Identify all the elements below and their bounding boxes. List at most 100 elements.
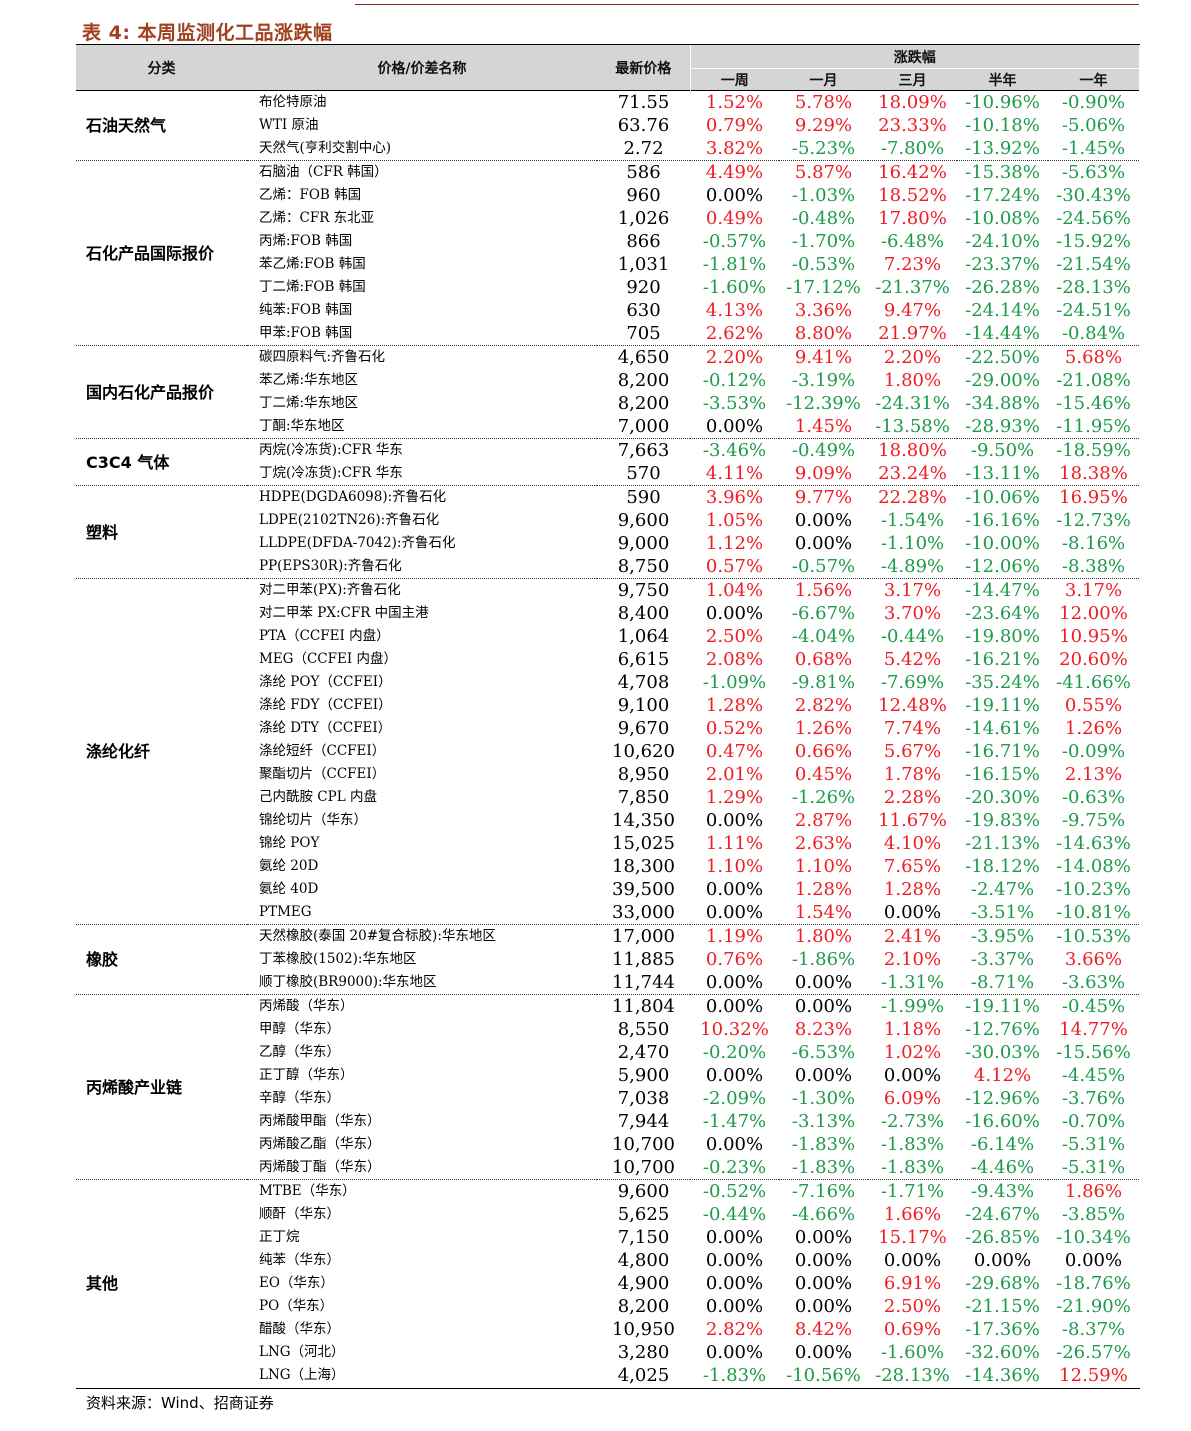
change-cell: -1.99% xyxy=(868,994,957,1018)
latest-price-cell: 15,025 xyxy=(612,833,675,854)
change-cell: 9.09% xyxy=(794,463,853,484)
change-cell: -17.24% xyxy=(965,185,1040,206)
category-cell: 塑料 xyxy=(76,485,247,579)
change-cell: -0.90% xyxy=(1048,90,1139,114)
latest-price-cell: 10,950 xyxy=(612,1319,675,1340)
change-cell: 1.26% xyxy=(1064,718,1123,739)
change-cell: 5.68% xyxy=(1048,345,1139,369)
change-cell: -0.49% xyxy=(779,438,868,462)
item-name-cell: 天然橡胶(泰国 20#复合标胶):华东地区 xyxy=(247,924,597,948)
latest-price-cell: 960 xyxy=(626,185,661,206)
table-row: 聚酯切片（CCFEI） 8,950 2.01% 0.45% 1.78% -16.15% 2.… xyxy=(76,763,1139,786)
change-cell: -14.44% xyxy=(965,323,1040,344)
change-cell: -24.10% xyxy=(965,231,1040,252)
change-cell: 5.67% xyxy=(883,741,942,762)
item-name-cell: 甲苯:FOB 韩国 xyxy=(259,325,353,341)
latest-price-cell: 5,900 xyxy=(617,1065,670,1086)
change-cell: -24.56% xyxy=(1056,208,1131,229)
change-cell: -32.60% xyxy=(965,1342,1040,1363)
latest-price-cell: 8,200 xyxy=(617,393,670,414)
table-row: 乙醇（华东） 2,470 -0.20% -6.53% 1.02% -30.03% -15.5… xyxy=(76,1041,1139,1064)
change-cell: -3.85% xyxy=(1061,1204,1126,1225)
change-cell: 2.62% xyxy=(705,323,764,344)
header-change-group: 涨跌幅 xyxy=(689,45,1139,69)
table-row: 丙烯酸产业链 丙烯酸（华东） 11,804 0.00% 0.00% -1.99% -19.1… xyxy=(76,994,1139,1180)
change-cell: 12.00% xyxy=(1059,603,1128,624)
change-cell: -24.51% xyxy=(1056,300,1131,321)
source-note: 资料来源：Wind、招商证券 xyxy=(86,1394,274,1412)
change-cell: -0.63% xyxy=(1061,787,1126,808)
item-name-cell: 丁二烯:华东地区 xyxy=(259,395,359,411)
change-cell: -10.56% xyxy=(786,1365,861,1386)
change-cell: -3.46% xyxy=(690,438,779,462)
change-cell: 6.91% xyxy=(883,1273,942,1294)
table-title: 表 4: 本周监测化工品涨跌幅 xyxy=(82,22,333,44)
change-cell: 3.96% xyxy=(690,485,779,509)
change-cell: -28.13% xyxy=(1056,277,1131,298)
table-row: 涤纶化纤 对二甲苯(PX):齐鲁石化 9,750 1.04% 1.56% 3.17% -14… xyxy=(76,578,1139,925)
change-cell: 8.23% xyxy=(794,1019,853,1040)
change-cell: -12.73% xyxy=(1056,510,1131,531)
change-cell: 0.00% xyxy=(794,1342,853,1363)
change-cell: -6.48% xyxy=(880,231,945,252)
latest-price-cell: 9,750 xyxy=(597,578,690,602)
change-cell: 0.00% xyxy=(1064,1250,1123,1271)
change-cell: 18.80% xyxy=(868,438,957,462)
latest-price-cell: 920 xyxy=(626,277,661,298)
change-cell: -19.83% xyxy=(965,810,1040,831)
change-cell: 1.45% xyxy=(794,416,853,437)
latest-price-cell: 11,804 xyxy=(597,994,690,1018)
change-cell: 4.12% xyxy=(973,1065,1032,1086)
change-cell: -12.39% xyxy=(786,393,861,414)
item-name-cell: 己内酰胺 CPL 内盘 xyxy=(259,789,377,805)
change-cell: -21.08% xyxy=(1056,370,1131,391)
change-cell: 1.28% xyxy=(794,879,853,900)
header-period-week: 一周 xyxy=(689,68,779,91)
change-cell: -7.16% xyxy=(779,1179,868,1203)
item-name-cell: PO（华东） xyxy=(259,1298,334,1314)
change-cell: -8.37% xyxy=(1061,1319,1126,1340)
change-cell: 1.80% xyxy=(779,924,868,948)
table-row: 纯苯（华东） 4,800 0.00% 0.00% 0.00% 0.00% 0.00% xyxy=(76,1249,1139,1272)
change-cell: -35.24% xyxy=(965,672,1040,693)
change-cell: -0.44% xyxy=(880,626,945,647)
change-cell: -0.57% xyxy=(702,231,767,252)
latest-price-cell: 4,650 xyxy=(597,345,690,369)
latest-price-cell: 71.55 xyxy=(597,90,690,114)
title-rule xyxy=(76,44,1140,45)
change-cell: 1.28% xyxy=(705,695,764,716)
change-cell: -10.23% xyxy=(1056,879,1131,900)
change-cell: 2.82% xyxy=(705,1319,764,1340)
latest-price-cell: 705 xyxy=(626,323,661,344)
change-cell: -9.81% xyxy=(791,672,856,693)
change-cell: 10.32% xyxy=(700,1019,769,1040)
table-row: 塑料 HDPE(DGDA6098):齐鲁石化 590 3.96% 9.77% 22.28%… xyxy=(76,485,1139,579)
change-cell: 0.00% xyxy=(705,1250,764,1271)
change-cell: 0.00% xyxy=(705,416,764,437)
change-cell: -10.06% xyxy=(957,485,1048,509)
latest-price-cell: 7,663 xyxy=(597,438,690,462)
change-cell: 6.09% xyxy=(883,1088,942,1109)
item-name-cell: LNG（河北） xyxy=(259,1344,345,1360)
change-cell: -4.46% xyxy=(970,1157,1035,1178)
item-name-cell: PTMEG xyxy=(259,904,312,920)
table-row: 乙烯：FOB 韩国 960 0.00% -1.03% 18.52% -17.24% -30.… xyxy=(76,184,1139,207)
item-name-cell: 涤纶 DTY（CCFEI） xyxy=(259,720,392,736)
header-price: 最新价格 xyxy=(597,45,690,91)
table-row: 醋酸（华东） 10,950 2.82% 8.42% 0.69% -17.36% -8.37% xyxy=(76,1318,1139,1341)
change-cell: 18.09% xyxy=(868,90,957,114)
change-cell: -21.15% xyxy=(965,1296,1040,1317)
item-name-cell: HDPE(DGDA6098):齐鲁石化 xyxy=(247,485,597,509)
header-period-year: 一年 xyxy=(1048,68,1139,91)
change-cell: -1.60% xyxy=(702,277,767,298)
item-name-cell: 涤纶 POY（CCFEI） xyxy=(259,674,392,690)
item-name-cell: 碳四原料气:齐鲁石化 xyxy=(247,345,597,369)
table-row: 氨纶 20D 18,300 1.10% 1.10% 7.65% -18.12% -14.08… xyxy=(76,855,1139,878)
item-name-cell: 正丁醇（华东） xyxy=(259,1067,354,1083)
change-cell: 0.00% xyxy=(794,1296,853,1317)
change-cell: -1.71% xyxy=(868,1179,957,1203)
item-name-cell: 聚酯切片（CCFEI） xyxy=(259,766,386,782)
table-row: 丁苯橡胶(1502):华东地区 11,885 0.76% -1.86% 2.10% -3.… xyxy=(76,948,1139,971)
table-header: 分类 价格/价差名称 最新价格 涨跌幅 一周 一月 三月 半年 一年 xyxy=(76,45,1139,91)
latest-price-cell: 33,000 xyxy=(612,902,675,923)
